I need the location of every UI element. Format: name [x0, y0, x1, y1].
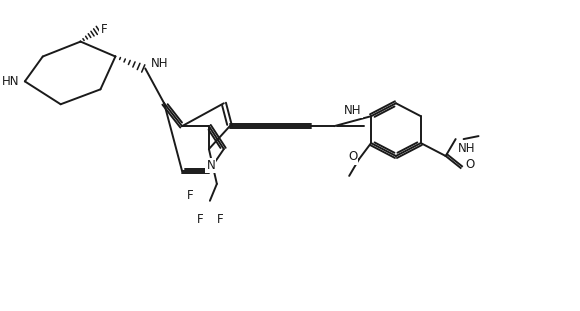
Text: F: F: [216, 213, 223, 226]
Text: HN: HN: [2, 75, 20, 88]
Text: F: F: [197, 213, 203, 226]
Text: F: F: [187, 189, 194, 202]
Text: O: O: [348, 151, 357, 164]
Text: O: O: [466, 158, 475, 171]
Text: NH: NH: [344, 104, 362, 117]
Text: F: F: [100, 23, 107, 36]
Text: NH: NH: [151, 57, 169, 70]
Text: NH: NH: [458, 142, 475, 155]
Text: N: N: [206, 159, 215, 172]
